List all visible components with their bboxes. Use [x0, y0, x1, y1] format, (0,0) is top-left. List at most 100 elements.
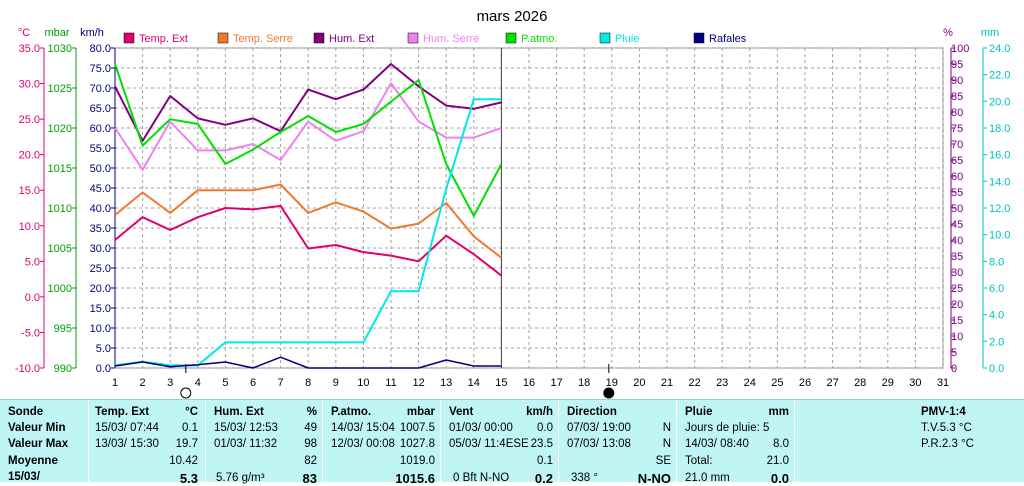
humidity-tick-label: 15	[951, 315, 963, 327]
wind-title: Vent	[449, 406, 474, 418]
wind-tick-label: 25.0	[90, 263, 111, 275]
legend-label: Hum. Ext	[329, 33, 374, 45]
wind-tick-label: 55.0	[90, 143, 111, 155]
x-tick-label: 31	[937, 377, 949, 389]
legend-swatch	[407, 32, 419, 44]
direction-degrees: 338 °	[571, 472, 598, 484]
axis-units: °C mbar km/h% mm	[18, 27, 999, 39]
humidity-tick-label: 55	[951, 187, 963, 199]
row-label-max: Valeur Max	[8, 438, 69, 450]
legend-swatch	[505, 32, 517, 44]
x-tick-label: 4	[195, 377, 201, 389]
legend-item: Hum. Serre	[407, 32, 479, 45]
legend-label: P.atmo.	[521, 33, 558, 45]
patmo-min-date: 14/03/ 15:04	[331, 422, 395, 434]
wind-max-date: 05/03/ 11:4ESE	[449, 438, 529, 450]
x-tick-label: 3	[167, 377, 173, 389]
humidity-tick-label: 30	[951, 267, 963, 279]
rain-section: Pluie mm Jours de pluie: 5 14/03/ 08:40 …	[676, 400, 795, 486]
wind-unit: km/h	[526, 406, 553, 418]
rain-tick-label: 2.0	[989, 336, 1004, 348]
humidity-unit-label: %	[943, 27, 953, 39]
moon-markers	[180, 364, 615, 399]
pressure-unit-label: mbar	[44, 27, 69, 39]
patmo-current: 1015.6	[395, 471, 435, 486]
wind-min-value: 0.0	[537, 422, 553, 434]
humidity-tick-label: 95	[951, 59, 963, 71]
wind-tick-label: 70.0	[90, 83, 111, 95]
x-tick-label: 25	[771, 377, 783, 389]
direction-current: N-NO	[637, 471, 671, 486]
pmv-tv: T.V.5.3 °C	[921, 422, 972, 434]
wind-tick-label: 80.0	[90, 43, 111, 55]
x-tick-label: 10	[357, 377, 369, 389]
row-label-current: 15/03/	[8, 471, 40, 483]
humidity-tick-label: 85	[951, 91, 963, 103]
pressure-tick-label: 1010	[48, 203, 72, 215]
x-tick-label: 15	[495, 377, 507, 389]
series-hum-serre-line	[114, 82, 502, 171]
humidity-tick-label: 40	[951, 235, 963, 247]
hum-max-value: 98	[304, 438, 317, 450]
temp-unit: °C	[185, 406, 198, 418]
x-tick-label: 17	[550, 377, 562, 389]
x-tick-label: 27	[826, 377, 838, 389]
series-temp-ext-line	[114, 204, 503, 277]
humidity-section: Hum. Ext % 15/03/ 12:53 49 01/03/ 11:32 …	[205, 400, 323, 486]
x-tick-label: 20	[633, 377, 645, 389]
rain-tick-label: 20.0	[989, 96, 1010, 108]
x-tick-label: 16	[523, 377, 535, 389]
series-rafales-line	[114, 356, 502, 369]
x-tick-label: 26	[799, 377, 811, 389]
legend-item: Temp. Serre	[217, 32, 293, 45]
x-tick-label: 29	[882, 377, 894, 389]
legend-item: Temp. Ext	[123, 32, 188, 45]
hum-min-value: 49	[304, 422, 317, 434]
x-tick-label: 2	[140, 377, 146, 389]
legend-swatch	[599, 32, 611, 44]
temp-tick-label: 35.0	[19, 43, 40, 55]
pmv-title: PMV-1:4	[921, 406, 966, 418]
summary-panel: Sonde Valeur Min Valeur Max Moyenne 15/0…	[0, 399, 1024, 486]
rain-tick-label: 10.0	[989, 230, 1010, 242]
direction-min-value: N	[662, 422, 671, 434]
rain-total-value: 21.0	[766, 455, 789, 467]
direction-max-date: 07/03/ 13:08	[567, 438, 631, 450]
x-tick-label: 13	[440, 377, 452, 389]
wind-min-date: 01/03/ 00:00	[449, 422, 513, 434]
humidity-tick-label: 5	[951, 347, 957, 359]
humidity-tick-label: 80	[951, 107, 963, 119]
rain-unit-label: mm	[981, 27, 999, 39]
rain-current: 0.0	[770, 471, 789, 486]
direction-section: Direction 07/03/ 19:00 N 07/03/ 13:08 N …	[558, 400, 677, 486]
humidity-tick-label: 100	[951, 43, 969, 55]
x-tick-label: 7	[278, 377, 284, 389]
legend-label: Hum. Serre	[423, 33, 479, 45]
temp-tick-label: 20.0	[19, 150, 40, 162]
humidity-tick-label: 35	[951, 251, 963, 263]
x-tick-label: 18	[578, 377, 590, 389]
row-labels: Sonde Valeur Min Valeur Max Moyenne 15/0…	[0, 400, 88, 483]
patmo-average: 1019.0	[399, 455, 435, 467]
row-label-sonde: Sonde	[8, 406, 44, 418]
x-tick-label: 11	[385, 377, 396, 389]
pressure-tick-label: 1020	[48, 123, 72, 135]
rain-tick-label: 18.0	[989, 123, 1010, 135]
hum-min-date: 15/03/ 12:53	[214, 422, 278, 434]
pressure-tick-label: 995	[54, 323, 72, 335]
hum-average: 82	[304, 455, 317, 467]
rain-days: Jours de pluie: 5	[685, 422, 770, 434]
humidity-tick-label: 0	[951, 363, 957, 375]
direction-max-value: N	[662, 438, 671, 450]
wind-max-value: 23.5	[530, 438, 553, 450]
temp-unit-label: °C	[18, 27, 30, 39]
temp-current: 5.3	[179, 471, 198, 486]
temp-average: 10.42	[169, 455, 198, 467]
wind-tick-label: 40.0	[90, 203, 111, 215]
wind-tick-label: 50.0	[90, 163, 111, 175]
temp-title: Temp. Ext	[95, 406, 150, 418]
wind-tick-label: 15.0	[90, 303, 111, 315]
x-tick-label: 19	[606, 377, 618, 389]
legend-swatch	[217, 32, 229, 44]
rain-tick-label: 6.0	[989, 283, 1004, 295]
